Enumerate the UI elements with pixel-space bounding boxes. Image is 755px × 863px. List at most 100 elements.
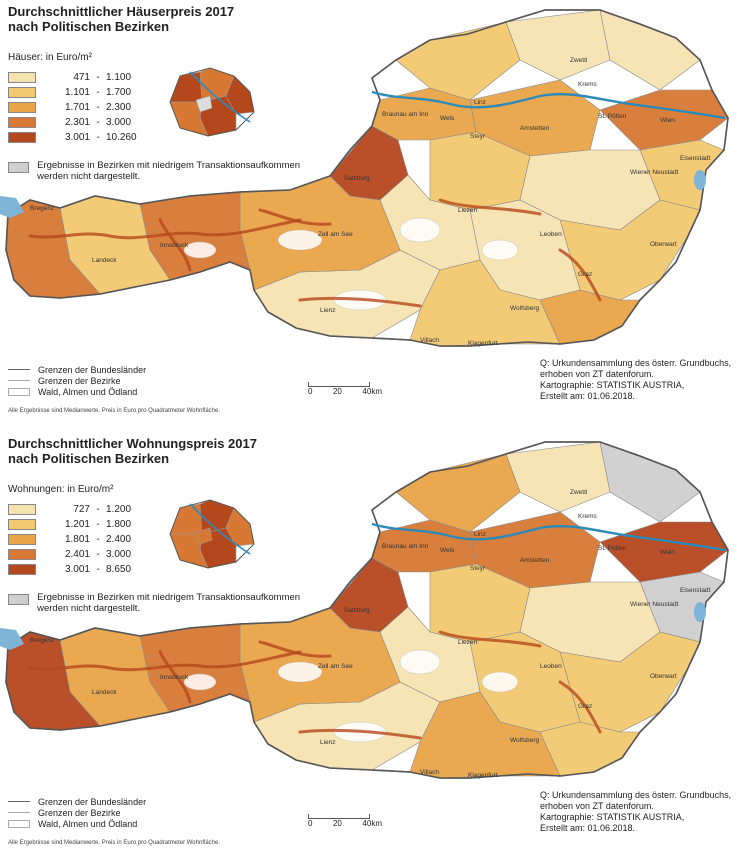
valley-settlement — [438, 198, 542, 216]
legend-swatch — [8, 549, 36, 560]
apartments-line-legend: Grenzen der Bundesländer Grenzen der Bez… — [8, 796, 146, 829]
houses-line-legend: Grenzen der Bundesländer Grenzen der Bez… — [8, 364, 146, 397]
legend-class-4: 2.401-3.000 — [8, 547, 131, 562]
place-label: Steyr — [470, 133, 486, 140]
place-label: Wels — [440, 547, 455, 554]
valley-settlement — [298, 296, 422, 308]
place-label: Braunau am Inn — [382, 543, 429, 550]
legend-swatch — [8, 132, 36, 143]
legend-swatch — [8, 564, 36, 575]
lake-constance — [0, 196, 24, 218]
district-region — [505, 9, 611, 81]
place-label: Leoben — [540, 231, 562, 238]
houses-map-title: Durchschnittlicher Häuserpreis 2017 nach… — [8, 4, 235, 34]
place-label: Salzburg — [344, 175, 370, 182]
valley-settlement — [158, 650, 192, 704]
place-label: Wiener Neustadt — [630, 601, 679, 608]
district-border-symbol — [8, 380, 30, 381]
place-label: Graz — [578, 271, 592, 278]
houses-map-panel: Bregenz Innsbruck Salzburg Linz St. Pölten Wi… — [0, 0, 755, 430]
place-label: Wolfsberg — [510, 737, 540, 744]
place-label: Wiener Neustadt — [630, 169, 679, 176]
place-label: Leoben — [540, 663, 562, 670]
place-label: St. Pölten — [598, 545, 627, 552]
legend-class-4: 2.301-3.000 — [8, 115, 137, 130]
state-border-symbol — [8, 369, 30, 370]
valley-settlement — [438, 630, 542, 648]
place-label: Krems — [578, 513, 598, 520]
apartments-map-panel: Bregenz Innsbruck Salzburg Linz St. Pölten Wi… — [0, 432, 755, 862]
place-label: Amstetten — [520, 125, 550, 132]
valley-settlement — [558, 680, 602, 734]
forest-area — [481, 239, 519, 261]
state-border-symbol — [8, 801, 30, 802]
place-label: Linz — [474, 99, 486, 106]
houses-legend-title: Häuser: in Euro/m² — [8, 52, 92, 63]
place-label: Innsbruck — [160, 674, 189, 681]
forest-symbol — [8, 819, 30, 828]
place-label: Klagenfurt — [468, 772, 498, 779]
valley-settlement — [258, 640, 332, 658]
legend-class-2: 1.201-1.800 — [8, 517, 131, 532]
houses-footnote: Alle Ergebnisse sind Medianwerte. Preis … — [8, 408, 220, 414]
place-label: Oberwart — [650, 673, 677, 680]
place-label: Wels — [440, 115, 455, 122]
valley-settlement — [558, 248, 602, 302]
place-label: Steyr — [470, 565, 486, 572]
place-label: Liezen — [458, 207, 478, 214]
forest-area — [183, 673, 217, 691]
place-label: Wien — [660, 549, 675, 556]
place-label: Villach — [420, 769, 439, 776]
place-label: Eisenstadt — [680, 587, 711, 594]
place-label: Landeck — [92, 689, 117, 696]
gray-swatch — [8, 594, 30, 605]
legend-class-3: 1.801-2.400 — [8, 532, 131, 547]
place-label: Zwettl — [570, 57, 588, 64]
forest-area — [277, 661, 323, 683]
gray-swatch — [8, 162, 30, 173]
legend-swatch — [8, 534, 36, 545]
houses-gray-legend: Ergebnisse in Bezirken mit niedrigem Tra… — [8, 160, 308, 182]
place-label: Liezen — [458, 639, 478, 646]
apartments-footnote: Alle Ergebnisse sind Medianwerte. Preis … — [8, 840, 220, 846]
legend-class-1: 471-1.100 — [8, 70, 137, 85]
forest-symbol — [8, 387, 30, 396]
place-label: Zell am See — [318, 663, 353, 670]
place-label: Bregenz — [30, 205, 54, 212]
danube-river — [371, 522, 726, 552]
place-label: Wolfsberg — [510, 305, 540, 312]
apartments-map: Bregenz Innsbruck Salzburg Linz St. Pölten Wi… — [0, 441, 729, 779]
forest-area — [481, 671, 519, 693]
district-border-symbol — [8, 812, 30, 813]
apartments-legend-title: Wohnungen: in Euro/m² — [8, 484, 114, 495]
place-label: Oberwart — [650, 241, 677, 248]
place-label: Braunau am Inn — [382, 111, 429, 118]
legend-class-2: 1.101-1.700 — [8, 85, 137, 100]
place-label: Lienz — [320, 307, 336, 314]
apartments-vienna-inset — [169, 499, 255, 569]
legend-class-5: 3.001-8.650 — [8, 562, 131, 577]
lake-neusiedl — [694, 170, 706, 190]
valley-settlement — [28, 218, 302, 240]
houses-scale-bar: 0 20 40km — [308, 382, 382, 396]
houses-vienna-inset — [169, 67, 255, 137]
legend-swatch — [8, 504, 36, 515]
houses-source-note: Q: Urkundensammlung des österr. Grundbuc… — [540, 358, 732, 401]
valley-settlement — [298, 728, 422, 740]
place-label: Graz — [578, 703, 592, 710]
place-label: Innsbruck — [160, 242, 189, 249]
legend-class-5: 3.001-10.260 — [8, 130, 137, 145]
place-label: Zell am See — [318, 231, 353, 238]
valley-settlement — [258, 208, 332, 226]
place-label: Bregenz — [30, 637, 54, 644]
valley-settlement — [28, 650, 302, 672]
place-label: Linz — [474, 531, 486, 538]
place-label: Krems — [578, 81, 598, 88]
place-label: Eisenstadt — [680, 155, 711, 162]
place-label: Wien — [660, 117, 675, 124]
forest-area — [399, 217, 441, 243]
apartments-gray-legend: Ergebnisse in Bezirken mit niedrigem Tra… — [8, 592, 308, 614]
place-label: Klagenfurt — [468, 340, 498, 347]
apartments-map-title: Durchschnittlicher Wohnungspreis 2017 na… — [8, 436, 257, 466]
vienna-district — [169, 71, 203, 103]
